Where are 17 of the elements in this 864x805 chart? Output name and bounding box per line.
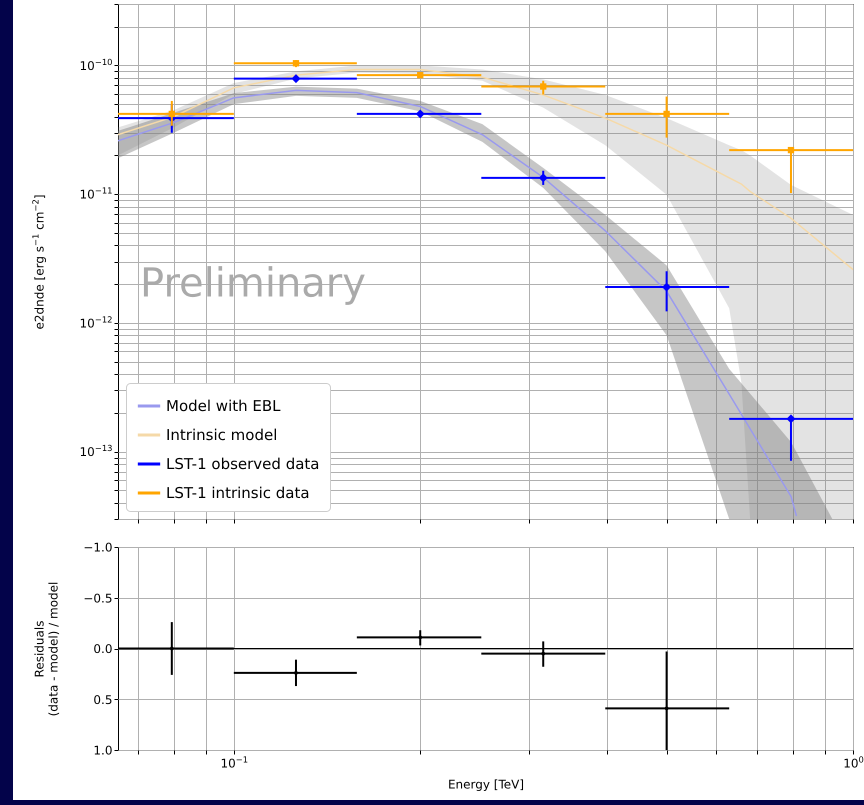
legend-label: Intrinsic model (166, 426, 278, 444)
y-tick-label: 0.5 (93, 692, 112, 707)
y-tick-label: −1.0 (83, 540, 112, 554)
legend-label: Model with EBL (166, 397, 282, 415)
y-tick-label: −0.5 (83, 591, 112, 606)
y-tick-label: 10$^{−13}$ (80, 443, 112, 460)
x-tick-label: 10$^{−1}$ (220, 754, 248, 770)
y-tick-label: 10$^{−12}$ (80, 314, 112, 330)
y-tick-label: 10$^{−11}$ (80, 186, 112, 202)
y-tick-label: 10$^{−10}$ (80, 56, 112, 73)
legend-label: LST-1 intrinsic data (166, 484, 310, 502)
legend-label: LST-1 observed data (166, 455, 320, 473)
y-tick-label: 0.0 (93, 642, 112, 656)
x-tick-label: 10$^{0}$ (843, 754, 864, 770)
y-tick-label: 1.0 (93, 744, 112, 758)
x-axis-title: Energy [TeV] (448, 778, 524, 792)
y-axis-title: Residuals (data - model) / model (32, 582, 60, 716)
